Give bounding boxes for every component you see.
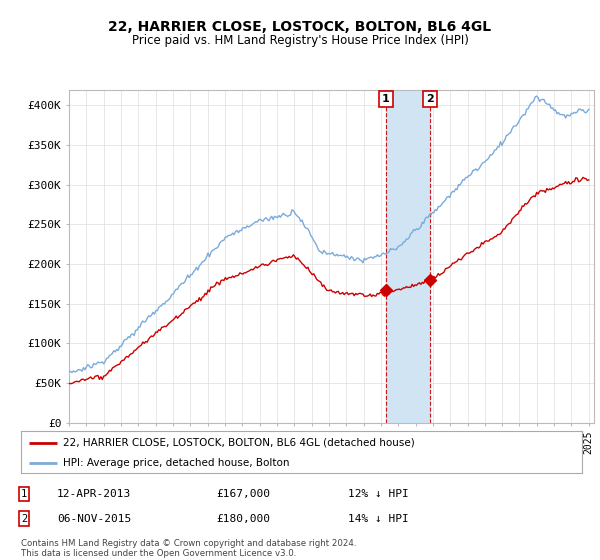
Text: HPI: Average price, detached house, Bolton: HPI: Average price, detached house, Bolt…: [63, 458, 290, 468]
Text: 2: 2: [21, 514, 27, 524]
Text: 1: 1: [21, 489, 27, 499]
Text: £167,000: £167,000: [216, 489, 270, 499]
Bar: [386, 90, 430, 423]
Text: 1: 1: [382, 94, 390, 104]
Text: 22, HARRIER CLOSE, LOSTOCK, BOLTON, BL6 4GL: 22, HARRIER CLOSE, LOSTOCK, BOLTON, BL6 …: [109, 20, 491, 34]
Text: 12% ↓ HPI: 12% ↓ HPI: [348, 489, 409, 499]
Text: 22, HARRIER CLOSE, LOSTOCK, BOLTON, BL6 4GL (detached house): 22, HARRIER CLOSE, LOSTOCK, BOLTON, BL6 …: [63, 437, 415, 447]
Text: 12-APR-2013: 12-APR-2013: [57, 489, 131, 499]
Text: £180,000: £180,000: [216, 514, 270, 524]
Text: 14% ↓ HPI: 14% ↓ HPI: [348, 514, 409, 524]
Text: Contains HM Land Registry data © Crown copyright and database right 2024.
This d: Contains HM Land Registry data © Crown c…: [21, 539, 356, 558]
Text: Price paid vs. HM Land Registry's House Price Index (HPI): Price paid vs. HM Land Registry's House …: [131, 34, 469, 46]
Text: 06-NOV-2015: 06-NOV-2015: [57, 514, 131, 524]
Text: 2: 2: [426, 94, 434, 104]
